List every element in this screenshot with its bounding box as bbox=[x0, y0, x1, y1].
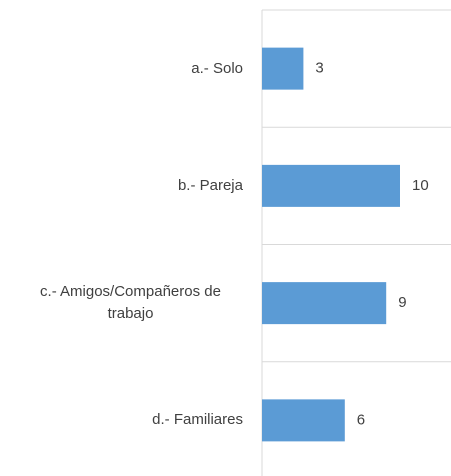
y-tick-label: a.- Solo bbox=[191, 59, 243, 77]
bar bbox=[262, 47, 304, 90]
bar bbox=[262, 399, 345, 442]
data-label: 9 bbox=[398, 294, 406, 311]
y-tick-label: d.- Familiares bbox=[152, 411, 243, 429]
y-tick-label: c.- Amigos/Compañeros de trabajo bbox=[40, 283, 221, 323]
bar bbox=[262, 282, 387, 325]
y-tick-label: b.- Pareja bbox=[177, 176, 243, 194]
data-label: 3 bbox=[315, 60, 323, 77]
bar bbox=[262, 164, 400, 207]
data-label: 10 bbox=[412, 177, 429, 194]
data-label: 6 bbox=[357, 411, 365, 428]
